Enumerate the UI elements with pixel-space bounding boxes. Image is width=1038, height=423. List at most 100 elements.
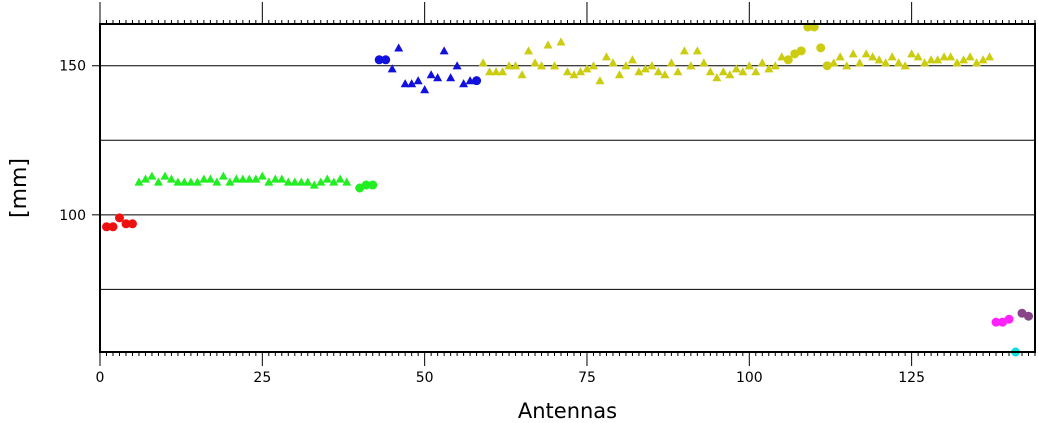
series-0 bbox=[101, 213, 137, 232]
data-point bbox=[413, 76, 423, 85]
data-point bbox=[842, 61, 852, 70]
data-point bbox=[744, 61, 754, 70]
data-point bbox=[913, 52, 923, 61]
y-axis-title: [mm] bbox=[7, 158, 32, 218]
gridlines bbox=[100, 65, 1035, 290]
data-point bbox=[472, 76, 482, 86]
data-point bbox=[459, 79, 469, 88]
data-point bbox=[153, 177, 163, 186]
data-point bbox=[335, 174, 345, 183]
data-point bbox=[147, 171, 157, 180]
data-point bbox=[783, 55, 793, 65]
data-point bbox=[601, 52, 611, 61]
data-point bbox=[264, 177, 274, 186]
data-point bbox=[679, 46, 689, 55]
series-5 bbox=[478, 37, 995, 85]
data-point bbox=[517, 70, 527, 79]
data-point bbox=[420, 85, 430, 94]
data-point bbox=[166, 174, 176, 183]
data-point bbox=[244, 174, 254, 183]
series-6 bbox=[783, 22, 832, 71]
data-point bbox=[322, 174, 332, 183]
y-tick-label: 150 bbox=[59, 59, 86, 75]
data-point bbox=[959, 55, 969, 64]
data-point bbox=[653, 67, 663, 76]
data-point bbox=[537, 61, 547, 70]
data-point bbox=[575, 67, 585, 76]
data-point bbox=[1024, 311, 1034, 321]
data-point bbox=[192, 177, 202, 186]
data-point bbox=[764, 64, 774, 73]
data-point bbox=[907, 49, 917, 58]
x-tick-label: 25 bbox=[253, 370, 271, 386]
data-point bbox=[822, 61, 832, 71]
data-point bbox=[400, 79, 410, 88]
data-point bbox=[426, 70, 436, 79]
data-point bbox=[361, 180, 371, 190]
data-point bbox=[770, 61, 780, 70]
data-point bbox=[692, 46, 702, 55]
series-1 bbox=[134, 171, 352, 189]
x-tick-label: 125 bbox=[898, 370, 925, 386]
data-point bbox=[796, 46, 806, 56]
data-point bbox=[550, 61, 560, 70]
data-point bbox=[751, 67, 761, 76]
data-point bbox=[660, 70, 670, 79]
data-point bbox=[705, 67, 715, 76]
data-point bbox=[173, 177, 183, 186]
data-point bbox=[381, 55, 391, 65]
data-point bbox=[134, 177, 144, 186]
data-point bbox=[920, 58, 930, 67]
data-point bbox=[952, 58, 962, 67]
data-point bbox=[179, 177, 189, 186]
data-point bbox=[634, 67, 644, 76]
data-point bbox=[887, 52, 897, 61]
data-point bbox=[394, 43, 404, 52]
plot-frame bbox=[99, 23, 1036, 353]
data-point bbox=[985, 52, 995, 61]
data-point bbox=[855, 58, 865, 67]
data-point bbox=[407, 79, 417, 88]
data-point bbox=[225, 177, 235, 186]
x-tick-label: 100 bbox=[736, 370, 763, 386]
data-point bbox=[277, 174, 287, 183]
data-point bbox=[446, 73, 456, 82]
data-point bbox=[212, 177, 222, 186]
y-tick-labels: 100 150 bbox=[59, 59, 86, 224]
data-point bbox=[491, 67, 501, 76]
data-point bbox=[991, 317, 1001, 327]
data-point bbox=[569, 70, 579, 79]
data-point bbox=[608, 58, 618, 67]
data-point bbox=[485, 67, 495, 76]
data-point bbox=[588, 61, 598, 70]
data-point bbox=[309, 180, 319, 189]
data-point bbox=[433, 73, 443, 82]
data-point bbox=[270, 174, 280, 183]
data-point bbox=[900, 61, 910, 70]
data-point bbox=[1004, 314, 1014, 324]
data-point bbox=[205, 174, 215, 183]
data-point bbox=[965, 52, 975, 61]
x-axis-title: Antennas bbox=[518, 399, 617, 423]
data-point bbox=[199, 174, 209, 183]
data-point bbox=[614, 70, 624, 79]
data-point bbox=[647, 61, 657, 70]
data-point bbox=[108, 222, 118, 232]
data-point bbox=[290, 177, 300, 186]
x-tick-label: 50 bbox=[416, 370, 434, 386]
data-point bbox=[874, 55, 884, 64]
data-point bbox=[543, 40, 553, 49]
data-point bbox=[186, 177, 196, 186]
data-point bbox=[368, 180, 378, 190]
data-point bbox=[114, 213, 124, 223]
data-point bbox=[478, 58, 488, 67]
data-point bbox=[251, 174, 261, 183]
data-point bbox=[121, 219, 131, 229]
data-point bbox=[296, 177, 306, 186]
data-point bbox=[978, 55, 988, 64]
data-point bbox=[498, 67, 508, 76]
data-point bbox=[387, 64, 397, 73]
data-point bbox=[816, 43, 826, 53]
data-point bbox=[738, 67, 748, 76]
data-point bbox=[101, 222, 111, 232]
